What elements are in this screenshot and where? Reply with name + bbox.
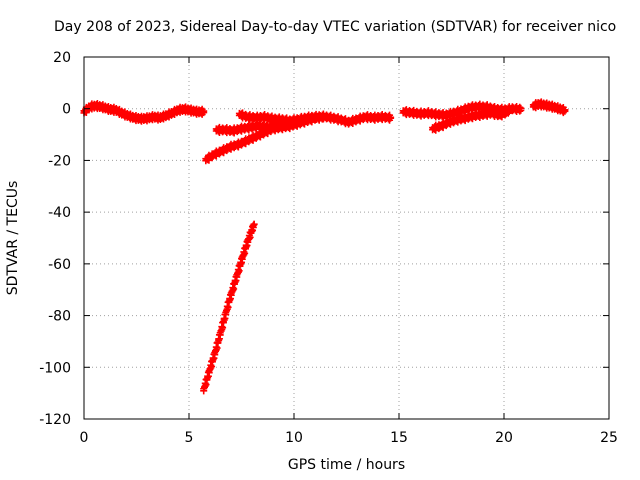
x-tick-label: 20 <box>495 430 513 446</box>
x-tick-label: 15 <box>390 430 408 446</box>
data-point <box>295 117 303 125</box>
y-axis-label: SDTVAR / TECUs <box>5 180 21 296</box>
y-tick-label: -120 <box>39 412 71 428</box>
data-point <box>200 107 208 115</box>
data-point <box>296 116 304 124</box>
x-axis-label: GPS time / hours <box>287 457 406 473</box>
data-point <box>250 220 258 228</box>
chart-title: Day 208 of 2023, Sidereal Day-to-day VTE… <box>54 19 617 35</box>
y-tick-label: -20 <box>48 153 71 169</box>
data-point <box>319 114 327 122</box>
x-tick-label: 25 <box>600 430 618 446</box>
data-point <box>504 106 512 114</box>
y-tick-label: -80 <box>48 309 71 325</box>
x-tick-label: 10 <box>285 430 303 446</box>
y-tick-label: -100 <box>39 360 71 376</box>
data-point <box>561 106 569 114</box>
y-tick-label: 20 <box>53 50 71 66</box>
y-tick-label: -40 <box>48 205 71 221</box>
x-tick-label: 0 <box>80 430 89 446</box>
y-tick-label: 0 <box>62 102 71 118</box>
y-tick-label: -60 <box>48 257 71 273</box>
x-tick-label: 5 <box>185 430 194 446</box>
plot-frame <box>83 56 610 420</box>
data-point <box>387 114 395 122</box>
data-point <box>517 106 525 114</box>
